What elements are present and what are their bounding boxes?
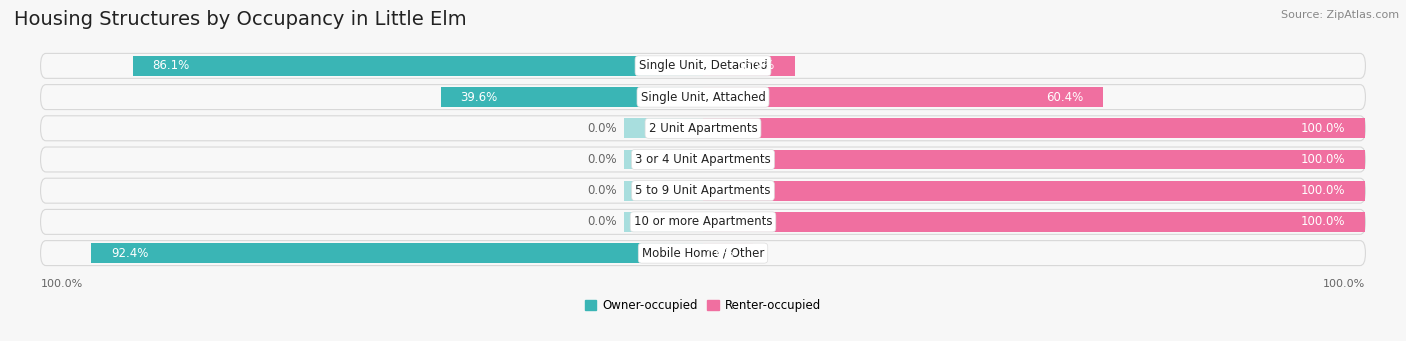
Text: Single Unit, Detached: Single Unit, Detached bbox=[638, 59, 768, 72]
FancyBboxPatch shape bbox=[41, 209, 1365, 234]
Text: 10 or more Apartments: 10 or more Apartments bbox=[634, 216, 772, 228]
Text: 5 to 9 Unit Apartments: 5 to 9 Unit Apartments bbox=[636, 184, 770, 197]
FancyBboxPatch shape bbox=[41, 54, 1365, 78]
FancyBboxPatch shape bbox=[41, 116, 1365, 141]
Text: 100.0%: 100.0% bbox=[1323, 279, 1365, 289]
Text: 7.6%: 7.6% bbox=[703, 247, 734, 260]
Bar bbox=[623, 212, 703, 232]
Text: 100.0%: 100.0% bbox=[1301, 184, 1346, 197]
Text: 0.0%: 0.0% bbox=[588, 216, 617, 228]
Text: 2 Unit Apartments: 2 Unit Apartments bbox=[648, 122, 758, 135]
Bar bbox=[440, 87, 703, 107]
Text: 92.4%: 92.4% bbox=[111, 247, 148, 260]
Text: Mobile Home / Other: Mobile Home / Other bbox=[641, 247, 765, 260]
Bar bbox=[703, 149, 1365, 169]
Text: 100.0%: 100.0% bbox=[1301, 122, 1346, 135]
Text: Single Unit, Attached: Single Unit, Attached bbox=[641, 91, 765, 104]
Bar bbox=[703, 56, 794, 76]
Text: 100.0%: 100.0% bbox=[1301, 153, 1346, 166]
Text: 100.0%: 100.0% bbox=[1301, 216, 1346, 228]
Bar bbox=[623, 118, 703, 138]
Bar bbox=[703, 243, 754, 263]
Text: 3 or 4 Unit Apartments: 3 or 4 Unit Apartments bbox=[636, 153, 770, 166]
Text: Housing Structures by Occupancy in Little Elm: Housing Structures by Occupancy in Littl… bbox=[14, 10, 467, 29]
FancyBboxPatch shape bbox=[41, 147, 1365, 172]
Text: 60.4%: 60.4% bbox=[1046, 91, 1083, 104]
Bar bbox=[703, 212, 1365, 232]
Bar bbox=[703, 181, 1365, 201]
Legend: Owner-occupied, Renter-occupied: Owner-occupied, Renter-occupied bbox=[579, 294, 827, 317]
Text: 100.0%: 100.0% bbox=[41, 279, 83, 289]
Text: 39.6%: 39.6% bbox=[461, 91, 498, 104]
Bar bbox=[703, 87, 1104, 107]
FancyBboxPatch shape bbox=[41, 178, 1365, 203]
FancyBboxPatch shape bbox=[41, 241, 1365, 266]
Text: 0.0%: 0.0% bbox=[588, 122, 617, 135]
Text: Source: ZipAtlas.com: Source: ZipAtlas.com bbox=[1281, 10, 1399, 20]
Text: 86.1%: 86.1% bbox=[152, 59, 190, 72]
Bar bbox=[623, 181, 703, 201]
FancyBboxPatch shape bbox=[41, 85, 1365, 109]
Bar bbox=[703, 118, 1365, 138]
Text: 0.0%: 0.0% bbox=[588, 153, 617, 166]
Text: 0.0%: 0.0% bbox=[588, 184, 617, 197]
Bar bbox=[91, 243, 703, 263]
Bar bbox=[623, 149, 703, 169]
Bar bbox=[132, 56, 703, 76]
Text: 13.9%: 13.9% bbox=[738, 59, 775, 72]
